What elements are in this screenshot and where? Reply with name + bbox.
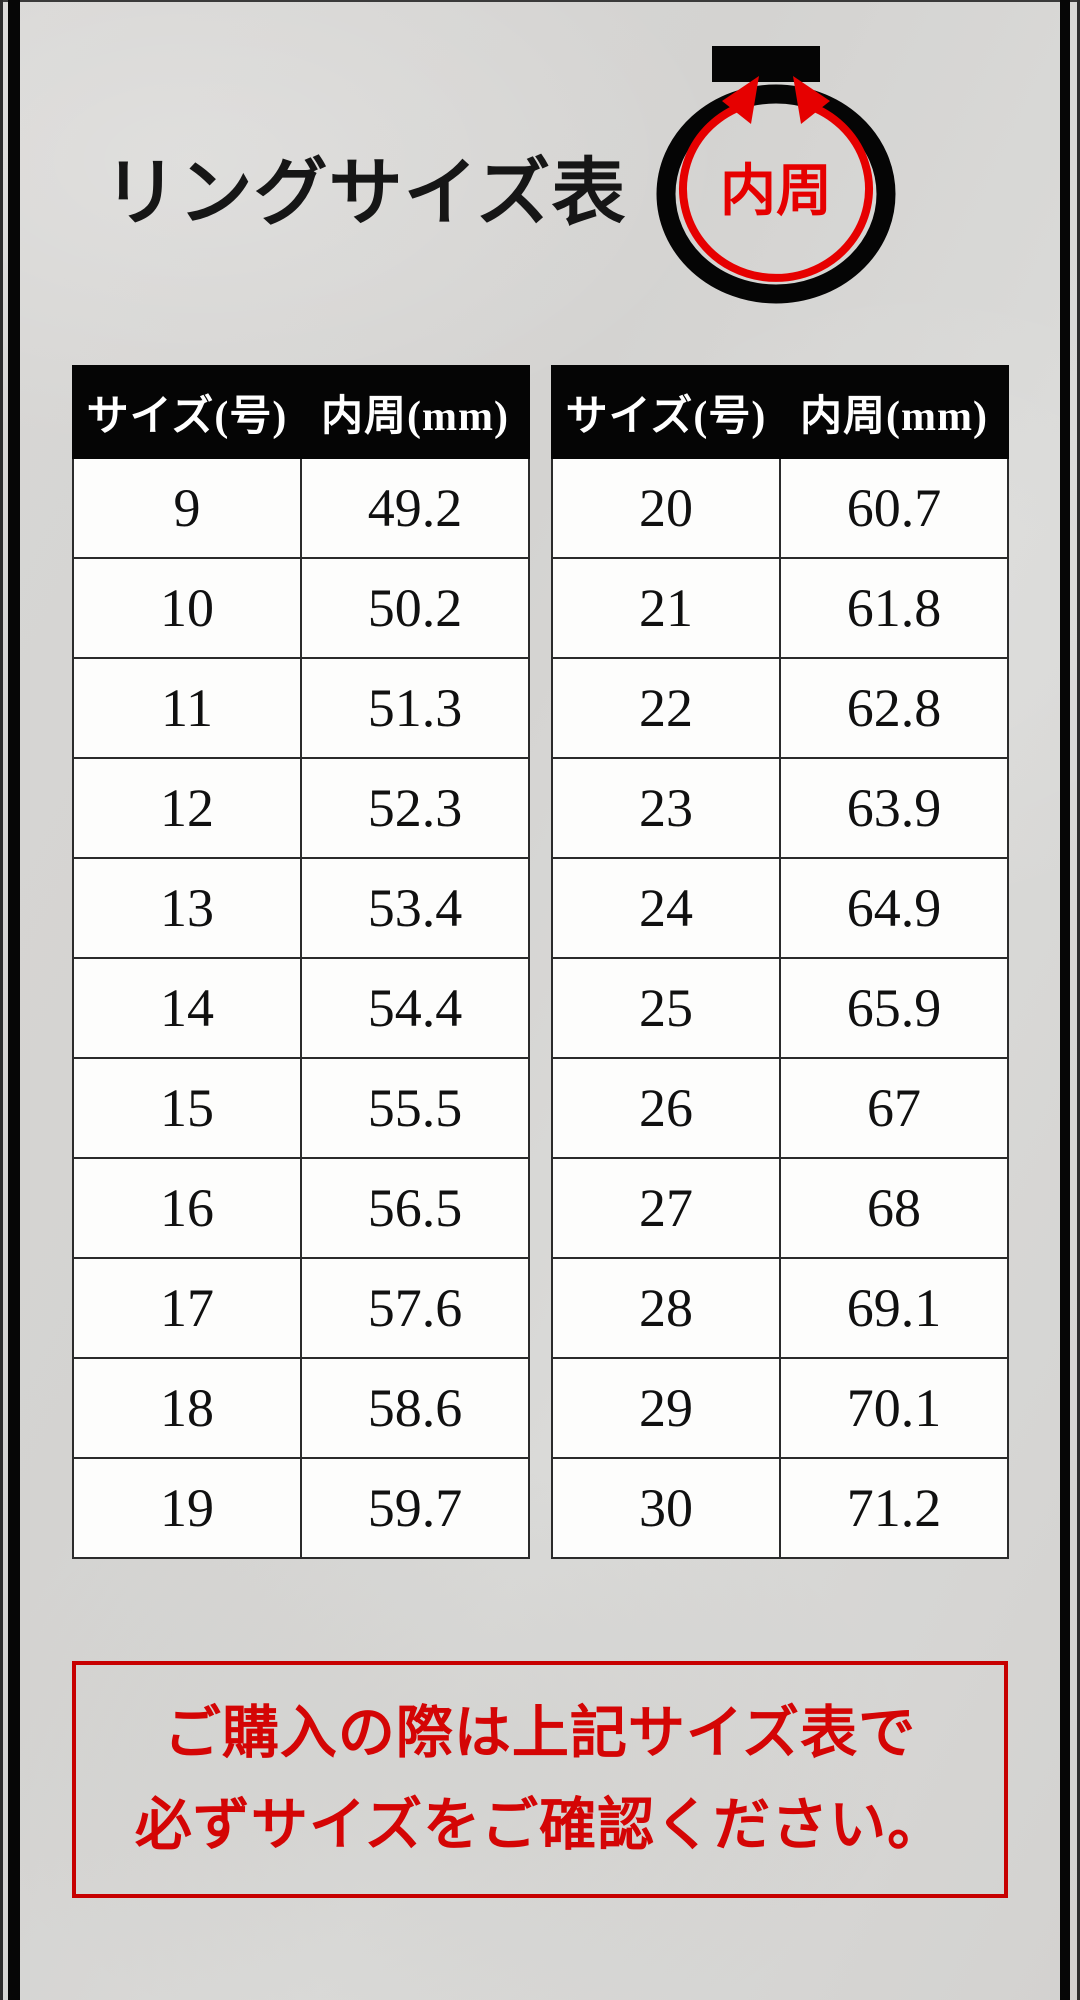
cell-size: 30 (551, 1457, 781, 1559)
cell-size: 23 (551, 757, 781, 859)
column-header-size: サイズ(号) (72, 365, 302, 459)
cell-size: 18 (72, 1357, 302, 1459)
table-body: 20 60.7 21 61.8 22 62.8 23 63.9 24 64.9 25 65.9 26 67… (551, 457, 1009, 1559)
cell-size: 21 (551, 557, 781, 659)
cell-circumference: 63.9 (779, 757, 1009, 859)
cell-circumference: 57.6 (300, 1257, 530, 1359)
ring-size-table-right: サイズ(号) 内周(mm) 20 60.7 21 61.8 22 62.8 23 63.9 24… (551, 365, 1009, 1559)
table-row: 21 61.8 (551, 557, 1009, 659)
cell-circumference: 67 (779, 1057, 1009, 1159)
table-row: 26 67 (551, 1057, 1009, 1159)
cell-circumference: 59.7 (300, 1457, 530, 1559)
cell-circumference: 56.5 (300, 1157, 530, 1259)
ring-head-rect (712, 46, 820, 82)
table-row: 23 63.9 (551, 757, 1009, 859)
cell-circumference: 61.8 (779, 557, 1009, 659)
table-row: 15 55.5 (72, 1057, 530, 1159)
frame-right-stripe (1060, 0, 1070, 2000)
cell-size: 10 (72, 557, 302, 659)
cell-circumference: 70.1 (779, 1357, 1009, 1459)
purchase-notice-box: ご購入の際は上記サイズ表で 必ずサイズをご確認ください。 (72, 1661, 1008, 1898)
cell-size: 11 (72, 657, 302, 759)
cell-size: 24 (551, 857, 781, 959)
ring-band-icon (656, 84, 896, 304)
table-row: 16 56.5 (72, 1157, 530, 1259)
column-header-circumference: 内周(mm) (779, 365, 1009, 459)
cell-size: 13 (72, 857, 302, 959)
cell-circumference: 55.5 (300, 1057, 530, 1159)
table-row: 20 60.7 (551, 457, 1009, 559)
cell-size: 16 (72, 1157, 302, 1259)
table-row: 27 68 (551, 1157, 1009, 1259)
table-row: 19 59.7 (72, 1457, 530, 1559)
frame-left-edge (0, 0, 3, 2000)
cell-circumference: 53.4 (300, 857, 530, 959)
cell-circumference: 51.3 (300, 657, 530, 759)
cell-circumference: 58.6 (300, 1357, 530, 1459)
cell-circumference: 71.2 (779, 1457, 1009, 1559)
table-row: 25 65.9 (551, 957, 1009, 1059)
cell-circumference: 50.2 (300, 557, 530, 659)
frame-right-edge (1077, 0, 1080, 2000)
circumference-arrowhead-left-icon (722, 76, 759, 124)
table-row: 9 49.2 (72, 457, 530, 559)
cell-circumference: 54.4 (300, 957, 530, 1059)
table-row: 30 71.2 (551, 1457, 1009, 1559)
table-body: 9 49.2 10 50.2 11 51.3 12 52.3 13 53.4 14 54.4 15 55.… (72, 457, 530, 1559)
table-row: 28 69.1 (551, 1257, 1009, 1359)
cell-circumference: 49.2 (300, 457, 530, 559)
ring-circumference-diagram: 内周 (655, 46, 897, 308)
cell-size: 28 (551, 1257, 781, 1359)
table-row: 11 51.3 (72, 657, 530, 759)
cell-size: 29 (551, 1357, 781, 1459)
cell-size: 9 (72, 457, 302, 559)
table-row: 24 64.9 (551, 857, 1009, 959)
cell-size: 27 (551, 1157, 781, 1259)
cell-size: 20 (551, 457, 781, 559)
table-header-row: サイズ(号) 内周(mm) (72, 365, 530, 459)
cell-size: 17 (72, 1257, 302, 1359)
column-header-circumference: 内周(mm) (300, 365, 530, 459)
table-header: サイズ(号) 内周(mm) (72, 365, 530, 459)
table-row: 22 62.8 (551, 657, 1009, 759)
cell-size: 22 (551, 657, 781, 759)
cell-circumference: 64.9 (779, 857, 1009, 959)
table-header: サイズ(号) 内周(mm) (551, 365, 1009, 459)
circumference-arrowhead-right-icon (793, 76, 830, 124)
notice-line-2: 必ずサイズをご確認ください。 (134, 1793, 946, 1857)
cell-circumference: 69.1 (779, 1257, 1009, 1359)
cell-size: 15 (72, 1057, 302, 1159)
frame-top-edge (0, 0, 1080, 2)
notice-line-1: ご購入の際は上記サイズ表で (163, 1702, 917, 1766)
ring-size-table-left: サイズ(号) 内周(mm) 9 49.2 10 50.2 11 51.3 12 52.3 13 5… (72, 365, 530, 1559)
page-title: リングサイズ表 (103, 152, 627, 235)
table-header-row: サイズ(号) 内周(mm) (551, 365, 1009, 459)
table-row: 18 58.6 (72, 1357, 530, 1459)
cell-size: 12 (72, 757, 302, 859)
table-row: 29 70.1 (551, 1357, 1009, 1459)
cell-circumference: 52.3 (300, 757, 530, 859)
table-row: 10 50.2 (72, 557, 530, 659)
cell-circumference: 62.8 (779, 657, 1009, 759)
column-header-size: サイズ(号) (551, 365, 781, 459)
ring-inner-circumference-label: 内周 (720, 161, 832, 223)
table-row: 12 52.3 (72, 757, 530, 859)
cell-size: 25 (551, 957, 781, 1059)
cell-circumference: 65.9 (779, 957, 1009, 1059)
table-row: 13 53.4 (72, 857, 530, 959)
cell-circumference: 60.7 (779, 457, 1009, 559)
cell-circumference: 68 (779, 1157, 1009, 1259)
cell-size: 14 (72, 957, 302, 1059)
table-row: 17 57.6 (72, 1257, 530, 1359)
cell-size: 26 (551, 1057, 781, 1159)
frame-left-stripe (8, 0, 20, 2000)
circumference-arrow-arc (679, 101, 873, 282)
table-row: 14 54.4 (72, 957, 530, 1059)
cell-size: 19 (72, 1457, 302, 1559)
